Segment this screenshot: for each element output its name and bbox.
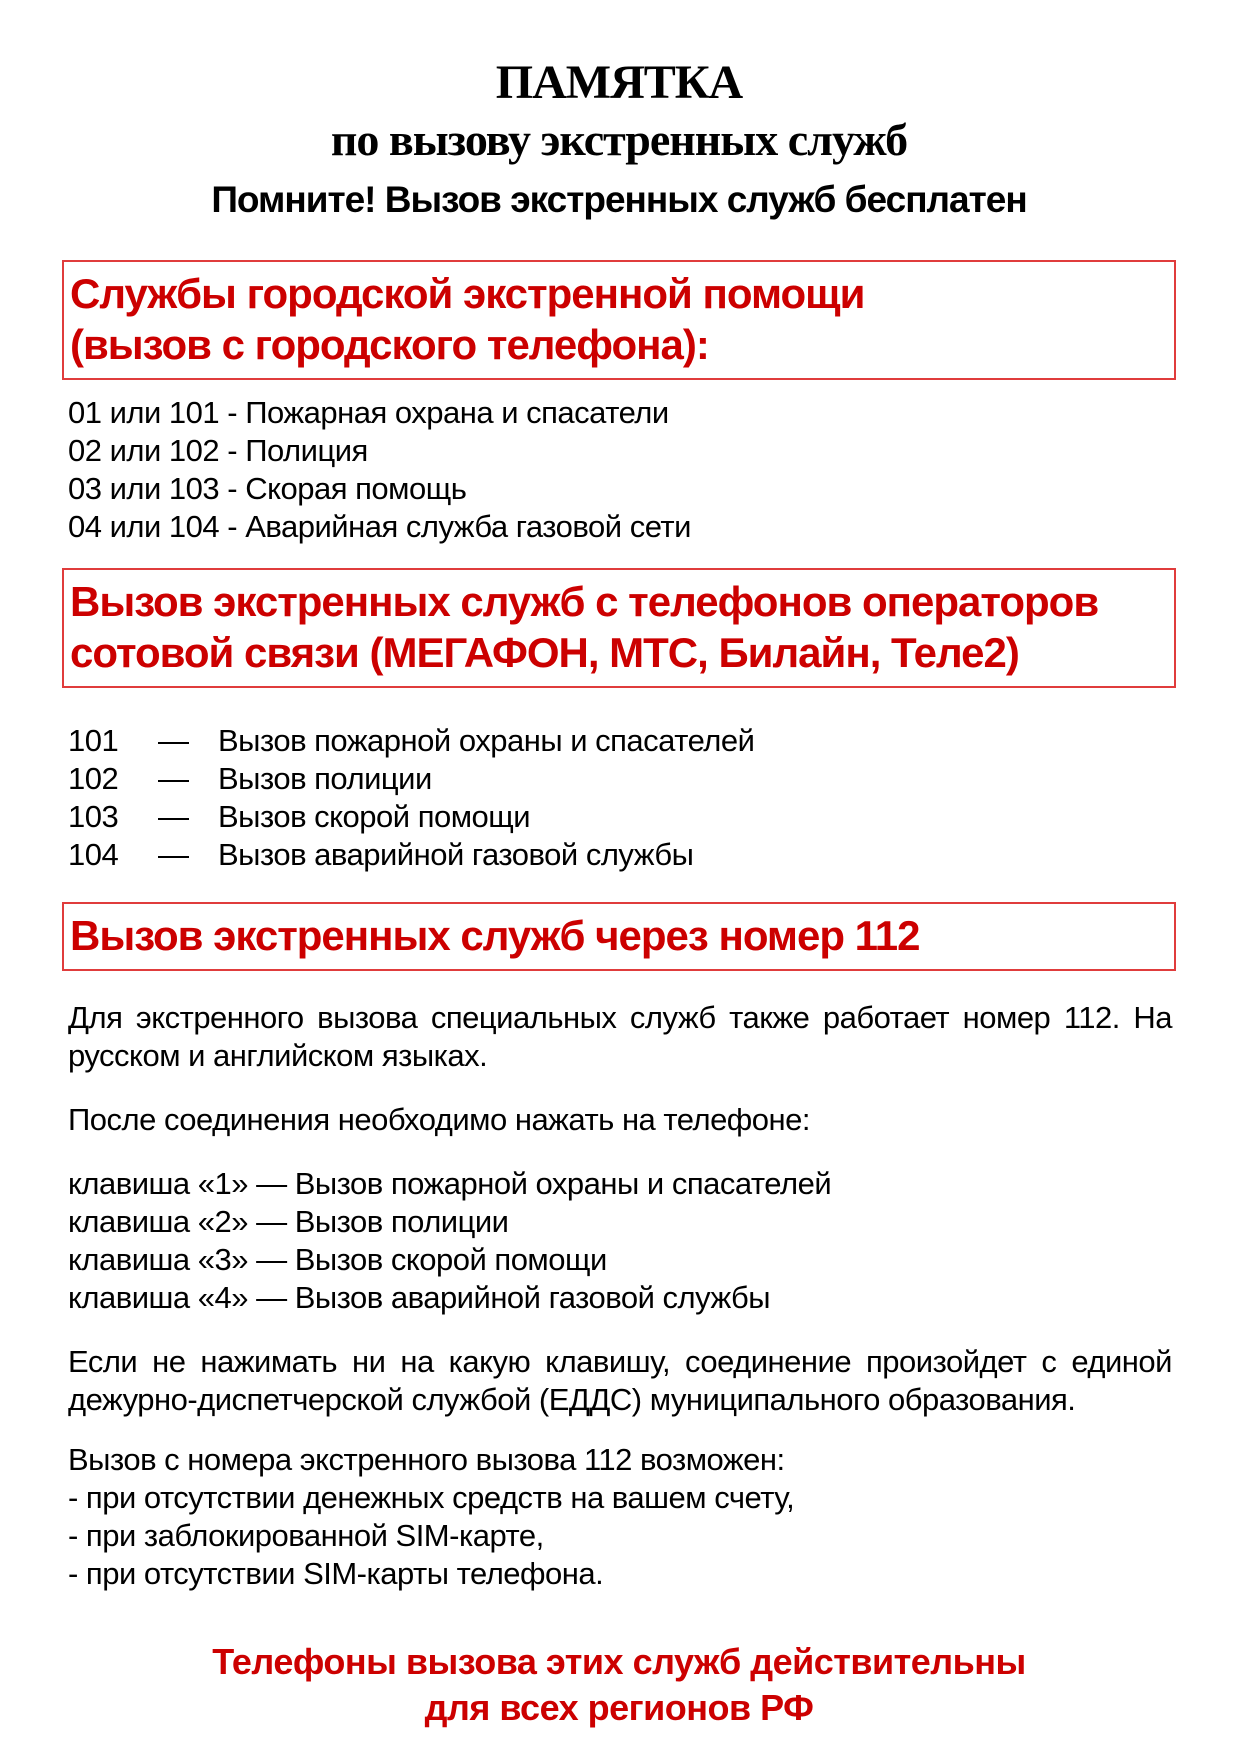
call-possible-header: Вызов с номера экстренного вызова 112 во… — [68, 1442, 785, 1477]
city-numbers-list: 01 или 101 - Пожарная охрана и спасатели… — [68, 394, 1172, 546]
list-item: - при заблокированной SIM-карте, — [68, 1518, 544, 1553]
city-heading-line2: (вызов с городского телефона): — [70, 321, 710, 368]
list-item: 03 или 103 - Скорая помощь — [68, 471, 467, 506]
dash-separator: — — [158, 799, 189, 834]
service-label: Вызов аварийной газовой службы — [218, 837, 694, 872]
list-item: клавиша «4» — Вызов аварийной газовой сл… — [68, 1280, 771, 1315]
mobile-heading-line1: Вызов экстренных служб с телефонов опера… — [70, 578, 1099, 625]
keys-list: клавиша «1» — Вызов пожарной охраны и сп… — [68, 1165, 1172, 1317]
page-subtitle: по вызову экстренных служб — [330, 114, 908, 165]
section-heading-mobile-operators: Вызов экстренных служб с телефонов опера… — [62, 568, 1176, 688]
dash-separator: — — [158, 837, 189, 872]
city-heading-line1: Службы городской экстренной помощи — [70, 270, 865, 317]
paragraph-after-connect: После соединения необходимо нажать на те… — [68, 1102, 811, 1137]
list-item: 02 или 102 - Полиция — [68, 433, 368, 468]
service-label: Вызов пожарной охраны и спасателей — [218, 723, 755, 758]
mobile-numbers-list: 101 — Вызов пожарной охраны и спасателей… — [68, 722, 1172, 874]
list-item: клавиша «3» — Вызов скорой помощи — [68, 1242, 607, 1277]
heading-112-text: Вызов экстренных служб через номер 112 — [70, 912, 920, 959]
list-item: 104 — Вызов аварийной газовой службы — [68, 836, 1172, 874]
phone-number: 102 — [68, 761, 119, 796]
phone-number: 101 — [68, 723, 119, 758]
paragraph-112-intro: Для экстренного вызова специальных служб… — [68, 1000, 1173, 1073]
footer-line1: Телефоны вызова этих служб действительны — [212, 1641, 1026, 1682]
service-label: Вызов полиции — [218, 761, 432, 796]
call-possible-block: Вызов с номера экстренного вызова 112 во… — [68, 1441, 1172, 1593]
list-item: - при отсутствии денежных средств на ваш… — [68, 1480, 795, 1515]
dash-separator: — — [158, 761, 189, 796]
section-heading-city-services: Службы городской экстренной помощи (вызо… — [62, 260, 1176, 380]
list-item: 101 — Вызов пожарной охраны и спасателей — [68, 722, 1172, 760]
list-item: клавиша «2» — Вызов полиции — [68, 1204, 509, 1239]
page-title: ПАМЯТКА — [495, 56, 743, 109]
list-item: 01 или 101 - Пожарная охрана и спасатели — [68, 395, 669, 430]
free-call-note: Помните! Вызов экстренных служб бесплате… — [211, 179, 1027, 220]
list-item: 103 — Вызов скорой помощи — [68, 798, 1172, 836]
section-heading-112: Вызов экстренных служб через номер 112 — [62, 902, 1176, 971]
list-item: клавиша «1» — Вызов пожарной охраны и сп… — [68, 1166, 832, 1201]
list-item: 102 — Вызов полиции — [68, 760, 1172, 798]
list-item: - при отсутствии SIM-карты телефона. — [68, 1556, 604, 1591]
dash-separator: — — [158, 723, 189, 758]
footer-line2: для всех регионов РФ — [424, 1687, 814, 1728]
phone-number: 104 — [68, 837, 119, 872]
footer-note: Телефоны вызова этих служб действительны… — [62, 1639, 1176, 1731]
mobile-heading-line2: сотовой связи (МЕГАФОН, МТС, Билайн, Тел… — [70, 629, 1020, 676]
phone-number: 103 — [68, 799, 119, 834]
service-label: Вызов скорой помощи — [218, 799, 531, 834]
paragraph-no-key: Если не нажимать ни на какую клавишу, со… — [68, 1344, 1173, 1417]
list-item: 04 или 104 - Аварийная служба газовой се… — [68, 509, 691, 544]
